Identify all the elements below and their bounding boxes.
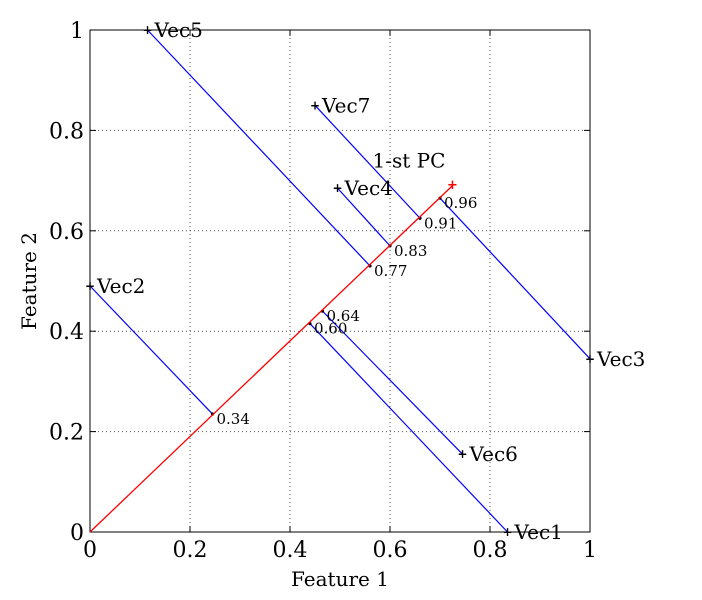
x-tick-label: 0.6 xyxy=(373,538,408,563)
point-label-vec1: Vec1 xyxy=(514,520,563,544)
projection-line-vec7 xyxy=(314,104,421,219)
projection-line-vec3 xyxy=(439,197,591,360)
point-marker-vec1: + xyxy=(502,525,512,539)
point-label-vec3: Vec3 xyxy=(596,347,645,371)
x-tick-label: 1 xyxy=(583,538,597,563)
projection-value-vec4: 0.83 xyxy=(394,242,427,260)
principal-component-label: 1-st PC xyxy=(373,149,446,173)
projection-value-vec1: 0.60 xyxy=(314,320,347,338)
plot-frame xyxy=(89,29,591,533)
y-tick-label: 1 xyxy=(70,19,84,44)
point-labels: Vec1 0.60 Vec2 0.34 Vec3 0.96 Vec4 0.83 Vec5 0.77… xyxy=(96,18,645,544)
y-tick-label: 0.6 xyxy=(49,220,84,245)
x-axis-label: Feature 1 xyxy=(291,567,389,591)
point-marker-vec3: + xyxy=(585,352,595,366)
projection-line-vec2 xyxy=(89,285,213,415)
x-tick-label: 0 xyxy=(83,538,97,563)
projection-line-vec6 xyxy=(322,310,463,455)
x-tick-label: 0.8 xyxy=(473,538,508,563)
x-tick-label: 0.2 xyxy=(173,538,208,563)
y-tick-label: 0 xyxy=(70,521,84,546)
principal-component-end-marker: + xyxy=(447,178,458,193)
data-points: + + + + + + + xyxy=(85,23,595,539)
projection-lines xyxy=(89,29,591,533)
point-marker-vec6: + xyxy=(457,447,467,461)
point-label-vec7: Vec7 xyxy=(321,93,370,117)
ticks: 0 0.2 0.4 0.6 0.8 1 0 0.2 0.4 0.6 0.8 1 xyxy=(49,19,597,563)
projection-line-vec4 xyxy=(337,187,391,247)
projection-line-vec1 xyxy=(309,323,508,533)
projection-value-vec3: 0.96 xyxy=(444,194,477,212)
point-label-vec4: Vec4 xyxy=(344,176,393,200)
y-tick-label: 0.8 xyxy=(49,119,84,144)
point-label-vec6: Vec6 xyxy=(469,442,518,466)
point-marker-vec2: + xyxy=(85,279,95,293)
y-axis-label: Feature 2 xyxy=(17,232,41,330)
projection-value-vec5: 0.77 xyxy=(374,262,407,280)
y-tick-label: 0.4 xyxy=(49,320,84,345)
point-marker-vec4: + xyxy=(332,181,342,195)
projection-value-vec2: 0.34 xyxy=(217,410,250,428)
y-tick-label: 0.2 xyxy=(49,421,84,446)
projection-line-vec5 xyxy=(147,29,371,267)
projection-value-vec6: 0.64 xyxy=(327,307,360,325)
point-label-vec2: Vec2 xyxy=(96,274,145,298)
projection-value-vec7: 0.91 xyxy=(424,214,457,232)
point-marker-vec7: + xyxy=(310,98,320,112)
x-tick-label: 0.4 xyxy=(273,538,308,563)
principal-component-line xyxy=(89,185,453,533)
grid xyxy=(90,30,590,532)
point-label-vec5: Vec5 xyxy=(154,18,203,42)
point-marker-vec5: + xyxy=(142,23,152,37)
